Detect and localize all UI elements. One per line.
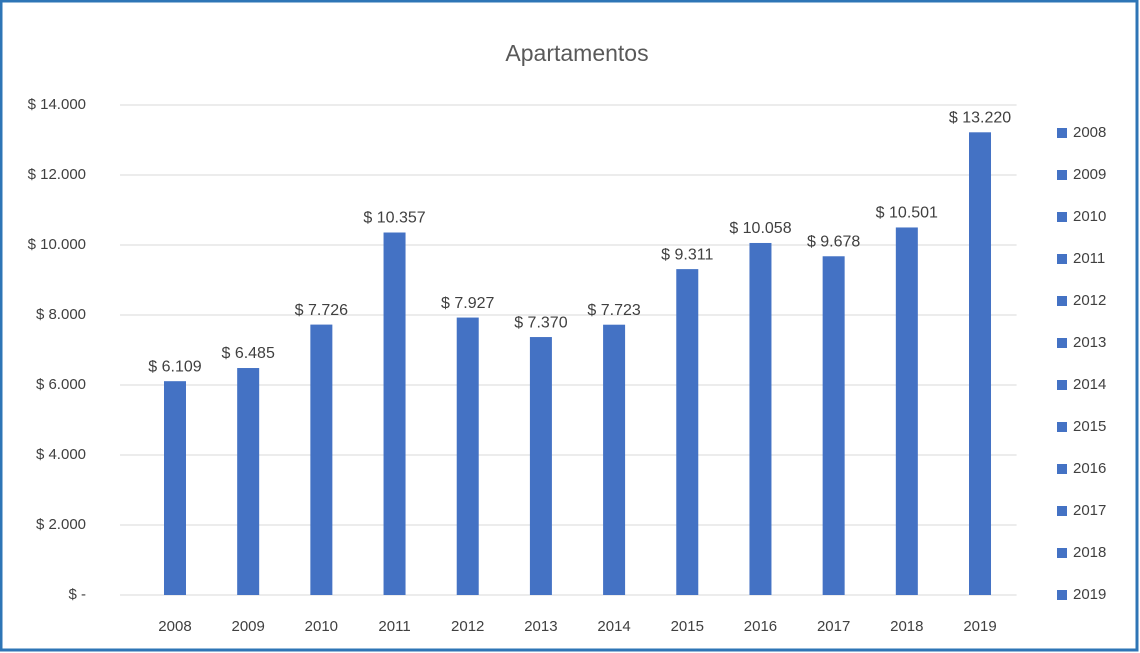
- value-label: $ 10.357: [363, 210, 425, 227]
- value-label: $ 10.058: [729, 220, 791, 237]
- value-label: $ 9.311: [661, 246, 713, 263]
- bar: [456, 317, 479, 595]
- legend-label: 2015: [1073, 418, 1106, 435]
- bar: [749, 242, 772, 595]
- bar: [237, 368, 260, 595]
- value-label: $ 7.726: [295, 302, 348, 319]
- chart-title: Apartamentos: [505, 40, 648, 66]
- legend-label: 2010: [1073, 208, 1106, 225]
- legend-swatch: [1057, 548, 1067, 558]
- x-tick-label: 2017: [817, 618, 850, 635]
- bar: [383, 232, 406, 595]
- value-label: $ 7.723: [587, 302, 640, 319]
- bar: [603, 324, 626, 595]
- legend-swatch: [1057, 506, 1067, 516]
- legend-swatch: [1057, 338, 1067, 348]
- x-tick-label: 2008: [158, 618, 191, 635]
- legend-swatch: [1057, 464, 1067, 474]
- x-tick-label: 2015: [671, 618, 704, 635]
- bar: [676, 269, 699, 595]
- legend-swatch: [1057, 212, 1067, 222]
- bar: [822, 256, 845, 595]
- y-tick-label: $ 2.000: [36, 516, 86, 533]
- x-tick-label: 2011: [378, 618, 410, 635]
- value-label: $ 10.501: [876, 205, 938, 222]
- value-label: $ 7.370: [514, 314, 567, 331]
- x-tick-label: 2016: [744, 618, 777, 635]
- bar: [163, 381, 186, 595]
- value-label: $ 13.220: [949, 110, 1011, 127]
- y-tick-label: $ -: [68, 586, 86, 603]
- y-tick-label: $ 14.000: [28, 96, 86, 113]
- x-tick-label: 2014: [597, 618, 630, 635]
- legend-label: 2012: [1073, 292, 1106, 309]
- y-tick-label: $ 8.000: [36, 306, 86, 323]
- legend-label: 2008: [1073, 124, 1106, 141]
- legend-swatch: [1057, 422, 1067, 432]
- legend-label: 2014: [1073, 376, 1106, 393]
- bar: [529, 337, 552, 595]
- legend-swatch: [1057, 590, 1067, 600]
- legend-swatch: [1057, 128, 1067, 138]
- value-label: $ 6.485: [221, 345, 274, 362]
- value-label: $ 7.927: [441, 295, 494, 312]
- x-tick-label: 2010: [305, 618, 338, 635]
- legend-swatch: [1057, 296, 1067, 306]
- x-tick-label: 2009: [231, 618, 264, 635]
- legend-swatch: [1057, 254, 1067, 264]
- legend-label: 2011: [1073, 250, 1105, 267]
- legend-label: 2017: [1073, 502, 1106, 519]
- x-tick-label: 2013: [524, 618, 557, 635]
- legend-label: 2013: [1073, 334, 1106, 351]
- legend-swatch: [1057, 380, 1067, 390]
- y-tick-label: $ 12.000: [28, 166, 86, 183]
- value-label: $ 6.109: [148, 358, 201, 375]
- legend-swatch: [1057, 170, 1067, 180]
- bar: [895, 227, 918, 595]
- x-tick-label: 2019: [963, 618, 996, 635]
- bar: [969, 132, 992, 596]
- x-tick-label: 2012: [451, 618, 484, 635]
- legend-label: 2019: [1073, 586, 1106, 603]
- legend-label: 2016: [1073, 460, 1106, 477]
- y-tick-label: $ 6.000: [36, 376, 86, 393]
- y-tick-label: $ 4.000: [36, 446, 86, 463]
- legend-label: 2009: [1073, 166, 1106, 183]
- x-tick-label: 2018: [890, 618, 923, 635]
- y-tick-label: $ 10.000: [28, 236, 86, 253]
- value-label: $ 9.678: [807, 233, 860, 250]
- bar: [310, 324, 333, 595]
- legend-label: 2018: [1073, 544, 1106, 561]
